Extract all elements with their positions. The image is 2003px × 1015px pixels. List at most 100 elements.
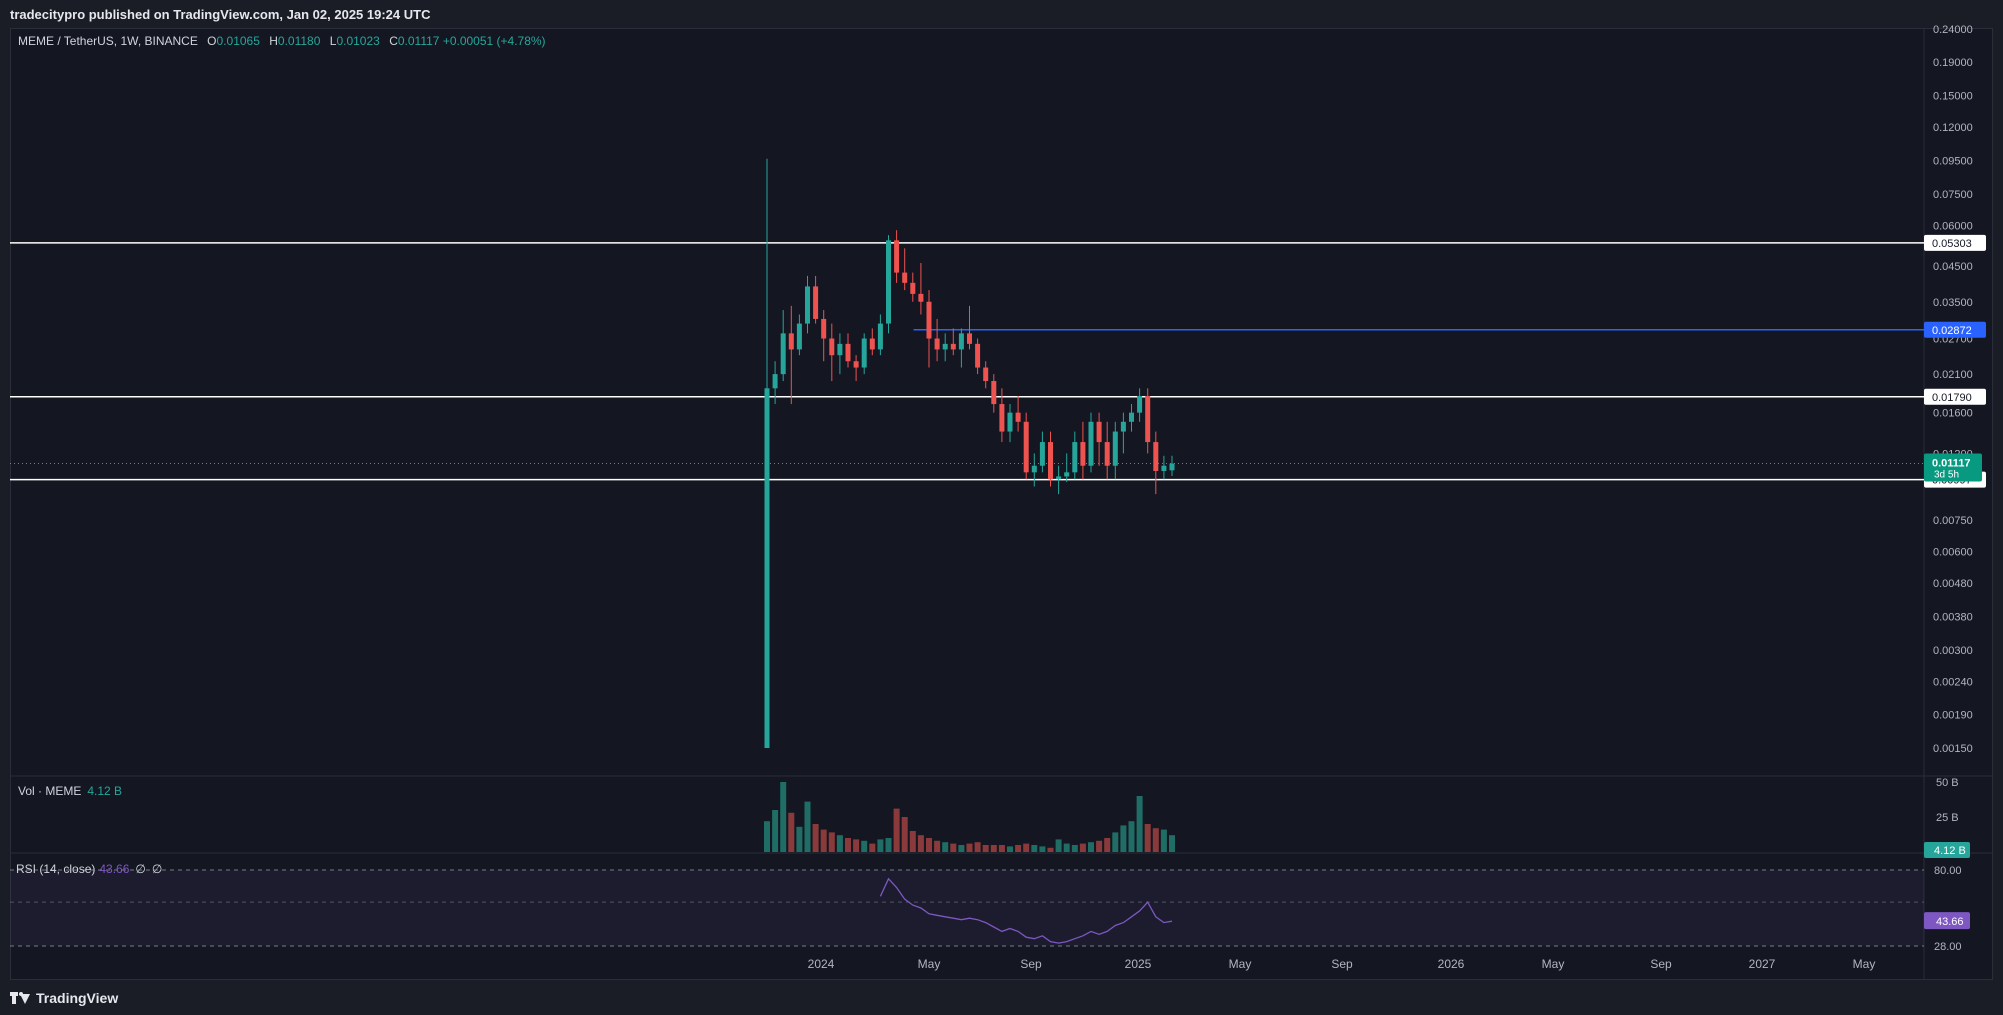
- footer-bar: TradingView: [0, 980, 2003, 1015]
- volume-bar-10: [845, 838, 851, 852]
- low-value: 0.01023: [336, 34, 380, 48]
- volume-bar-18: [909, 831, 916, 852]
- volume-bar-25: [966, 843, 973, 852]
- candle-body-12: [861, 338, 867, 368]
- candle-body-44: [1120, 421, 1126, 432]
- rsi-axis-tick-1: 28.00: [1934, 941, 1962, 953]
- volume-bar-46: [1136, 796, 1143, 852]
- time-axis-tick-7: May: [1542, 957, 1565, 971]
- time-axis-tick-5: Sep: [1331, 957, 1353, 971]
- volume-bar-48: [1152, 828, 1159, 852]
- volume-bar-28: [990, 845, 997, 852]
- candle-body-2: [780, 333, 786, 375]
- volume-bar-24: [958, 845, 965, 852]
- volume-bar-3: [788, 812, 795, 852]
- candle-body-0: [764, 388, 770, 748]
- time-axis-tick-8: Sep: [1650, 957, 1672, 971]
- price-axis-tick-16: 0.00380: [1933, 611, 1973, 623]
- time-axis-tick-10: May: [1853, 957, 1876, 971]
- symbol-label: MEME / TetherUS, 1W, BINANCE: [18, 34, 198, 48]
- price-axis-tick-17: 0.00300: [1933, 645, 1973, 657]
- volume-bar-35: [1047, 847, 1054, 852]
- candlestick-chart[interactable]: 0.24000 0.19000 0.15000 0.12000 0.09500 0.075…: [0, 0, 2003, 980]
- candle-body-28: [991, 381, 997, 405]
- last-price-box: [1924, 453, 1982, 482]
- rsi-value: 43.66: [99, 862, 130, 876]
- volume-bar-2: [780, 782, 787, 852]
- rsi-last-box: [1924, 912, 1970, 930]
- candle-body-25: [967, 333, 972, 344]
- level-label-1: 0.01790: [1932, 392, 1972, 404]
- candle-body-37: [1064, 472, 1070, 477]
- volume-bar-12: [861, 840, 868, 852]
- tradingview-brand[interactable]: TradingView: [10, 990, 118, 1006]
- volume-bar-1: [772, 810, 779, 852]
- volume-bar-14: [877, 839, 884, 852]
- candle-body-38: [1072, 442, 1078, 473]
- time-axis-tick-4: May: [1229, 957, 1252, 971]
- candle-body-46: [1137, 395, 1143, 413]
- tradingview-logo-icon: [10, 992, 30, 1004]
- last-price-label: 0.01117: [1932, 458, 1971, 470]
- candle-body-1: [772, 374, 778, 389]
- candle-body-45: [1129, 412, 1134, 422]
- price-axis-tick-3: 0.12000: [1933, 122, 1973, 134]
- volume-bar-45: [1128, 821, 1135, 852]
- volume-bar-34: [1039, 846, 1046, 852]
- candle-body-30: [1007, 412, 1013, 432]
- volume-bar-4: [796, 826, 803, 852]
- rsi-legend: RSI (14, close) 43.66 ∅ ∅: [16, 862, 162, 876]
- volume-bar-50: [1169, 835, 1175, 852]
- price-axis-tick-6: 0.06000: [1933, 220, 1973, 232]
- candle-body-19: [918, 293, 924, 302]
- candle-body-4: [796, 323, 802, 350]
- volume-bar-5: [804, 801, 811, 852]
- volume-bar-32: [1023, 843, 1030, 852]
- volume-bar-40: [1088, 842, 1094, 852]
- price-axis-tick-20: 0.00150: [1933, 743, 1973, 755]
- change-value: +0.00051 (+4.78%): [442, 34, 546, 48]
- candle-body-7: [821, 318, 827, 339]
- price-axis-tick-5: 0.07500: [1933, 189, 1973, 201]
- rsi-axis-tick-0: 80.00: [1934, 865, 1962, 877]
- volume-axis-tick-1: 25 B: [1936, 812, 1959, 824]
- chart-area[interactable]: [10, 28, 1993, 980]
- volume-last-label: 4.12 B: [1934, 845, 1966, 857]
- low-label: L: [329, 34, 337, 48]
- volume-bar-42: [1104, 838, 1111, 852]
- candle-body-50: [1169, 463, 1175, 471]
- rsi-band: [10, 870, 1924, 946]
- time-axis-tick-0: 2024: [808, 957, 835, 971]
- candle-body-48: [1153, 442, 1159, 471]
- publisher-text: tradecitypro published on TradingView.co…: [10, 7, 431, 22]
- candle-body-34: [1039, 442, 1045, 466]
- time-axis-tick-6: 2026: [1438, 957, 1465, 971]
- price-axis-tick-1: 0.19000: [1933, 57, 1973, 69]
- volume-bar-49: [1160, 829, 1167, 852]
- volume-bar-17: [901, 817, 908, 852]
- volume-bar-6: [812, 824, 819, 852]
- candle-body-17: [902, 272, 908, 283]
- volume-bar-20: [926, 838, 932, 852]
- volume-bar-38: [1071, 845, 1078, 852]
- volume-bar-8: [828, 832, 835, 852]
- volume-bar-23: [950, 843, 957, 852]
- price-axis-tick-18: 0.00240: [1933, 676, 1973, 688]
- level-label-box-1: [1924, 388, 1986, 405]
- volume-bar-41: [1096, 840, 1103, 852]
- blue-level-label: 0.02872: [1932, 325, 1972, 337]
- price-axis-tick-4: 0.09500: [1933, 155, 1973, 167]
- volume-last-box: [1924, 842, 1970, 858]
- time-axis-tick-1: May: [918, 957, 941, 971]
- candle-body-14: [877, 323, 883, 350]
- candle-body-16: [894, 240, 900, 273]
- volume-bar-15: [885, 838, 892, 852]
- candle-body-23: [950, 343, 956, 350]
- rsi-line: [879, 877, 1173, 944]
- volume-label: Vol · MEME: [18, 784, 82, 798]
- candle-body-8: [829, 338, 835, 356]
- price-axis-tick-13: 0.00750: [1933, 515, 1973, 527]
- candle-body-3: [788, 333, 794, 350]
- candle-body-41: [1096, 421, 1102, 443]
